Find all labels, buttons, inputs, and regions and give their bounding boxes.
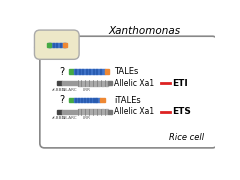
Bar (82, 69, 83, 74)
Text: NB-ARC: NB-ARC (62, 116, 78, 120)
Bar (48, 43, 66, 47)
Bar (93, 109, 96, 114)
Text: Xanthomonas: Xanthomonas (108, 26, 181, 36)
Bar (96, 69, 97, 74)
Bar (79, 69, 80, 74)
Bar (87, 98, 88, 102)
Bar (97, 80, 100, 86)
Bar (69, 98, 74, 102)
Text: zf-BBD: zf-BBD (52, 116, 66, 120)
Text: ETS: ETS (172, 107, 191, 116)
Bar (90, 98, 91, 102)
Bar (89, 109, 93, 114)
Text: Allelic Xa1: Allelic Xa1 (114, 79, 154, 88)
Text: TALEs: TALEs (114, 67, 138, 76)
Text: ETI: ETI (172, 79, 188, 88)
Bar (100, 69, 101, 74)
Bar (101, 109, 104, 114)
Bar (104, 109, 108, 114)
Bar (108, 110, 112, 114)
Text: zf-BBD: zf-BBD (52, 88, 66, 92)
Bar (47, 43, 51, 47)
Bar (93, 98, 94, 102)
Bar (56, 43, 57, 47)
Bar (89, 69, 90, 74)
Bar (81, 98, 82, 102)
Text: LRR: LRR (83, 116, 91, 120)
Text: Rice cell: Rice cell (169, 133, 204, 142)
Bar (93, 80, 96, 86)
Bar (81, 109, 85, 114)
Bar (85, 80, 89, 86)
Bar (64, 43, 65, 47)
Bar (63, 43, 67, 47)
Bar (74, 69, 105, 74)
Bar (62, 110, 78, 114)
Bar (75, 69, 76, 74)
Bar (81, 80, 85, 86)
Bar (86, 69, 87, 74)
Bar (74, 98, 100, 102)
Bar (104, 80, 108, 86)
Bar (78, 109, 81, 114)
Bar (104, 69, 109, 74)
Bar (62, 81, 78, 85)
Bar (49, 43, 50, 47)
Text: ?: ? (59, 95, 64, 105)
Bar (57, 110, 62, 114)
Bar (60, 43, 61, 47)
Text: iTALEs: iTALEs (114, 96, 140, 105)
Bar (100, 98, 105, 102)
Bar (75, 98, 76, 102)
Text: ?: ? (59, 67, 64, 77)
FancyBboxPatch shape (40, 36, 217, 148)
Text: LRR: LRR (83, 88, 91, 92)
Bar (78, 80, 81, 86)
Bar (69, 69, 74, 74)
Bar (89, 80, 93, 86)
Bar (85, 109, 89, 114)
Bar (96, 98, 97, 102)
Bar (101, 80, 104, 86)
Bar (108, 81, 112, 85)
Bar (53, 43, 54, 47)
FancyBboxPatch shape (35, 30, 79, 59)
Bar (78, 98, 79, 102)
Text: Allelic Xa1: Allelic Xa1 (114, 107, 154, 116)
Bar (97, 109, 100, 114)
Text: NB-ARC: NB-ARC (62, 88, 78, 92)
Bar (93, 69, 94, 74)
Bar (57, 81, 62, 85)
Bar (84, 98, 85, 102)
